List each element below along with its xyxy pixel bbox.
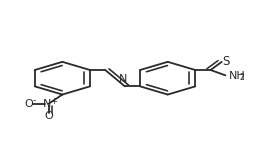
Text: -: - <box>32 96 36 105</box>
Text: O: O <box>44 111 53 121</box>
Text: S: S <box>222 55 229 68</box>
Text: N: N <box>43 99 52 109</box>
Text: 2: 2 <box>240 73 244 82</box>
Text: O: O <box>24 99 33 109</box>
Text: N: N <box>119 74 128 84</box>
Text: NH: NH <box>229 71 246 81</box>
Text: +: + <box>50 97 57 106</box>
